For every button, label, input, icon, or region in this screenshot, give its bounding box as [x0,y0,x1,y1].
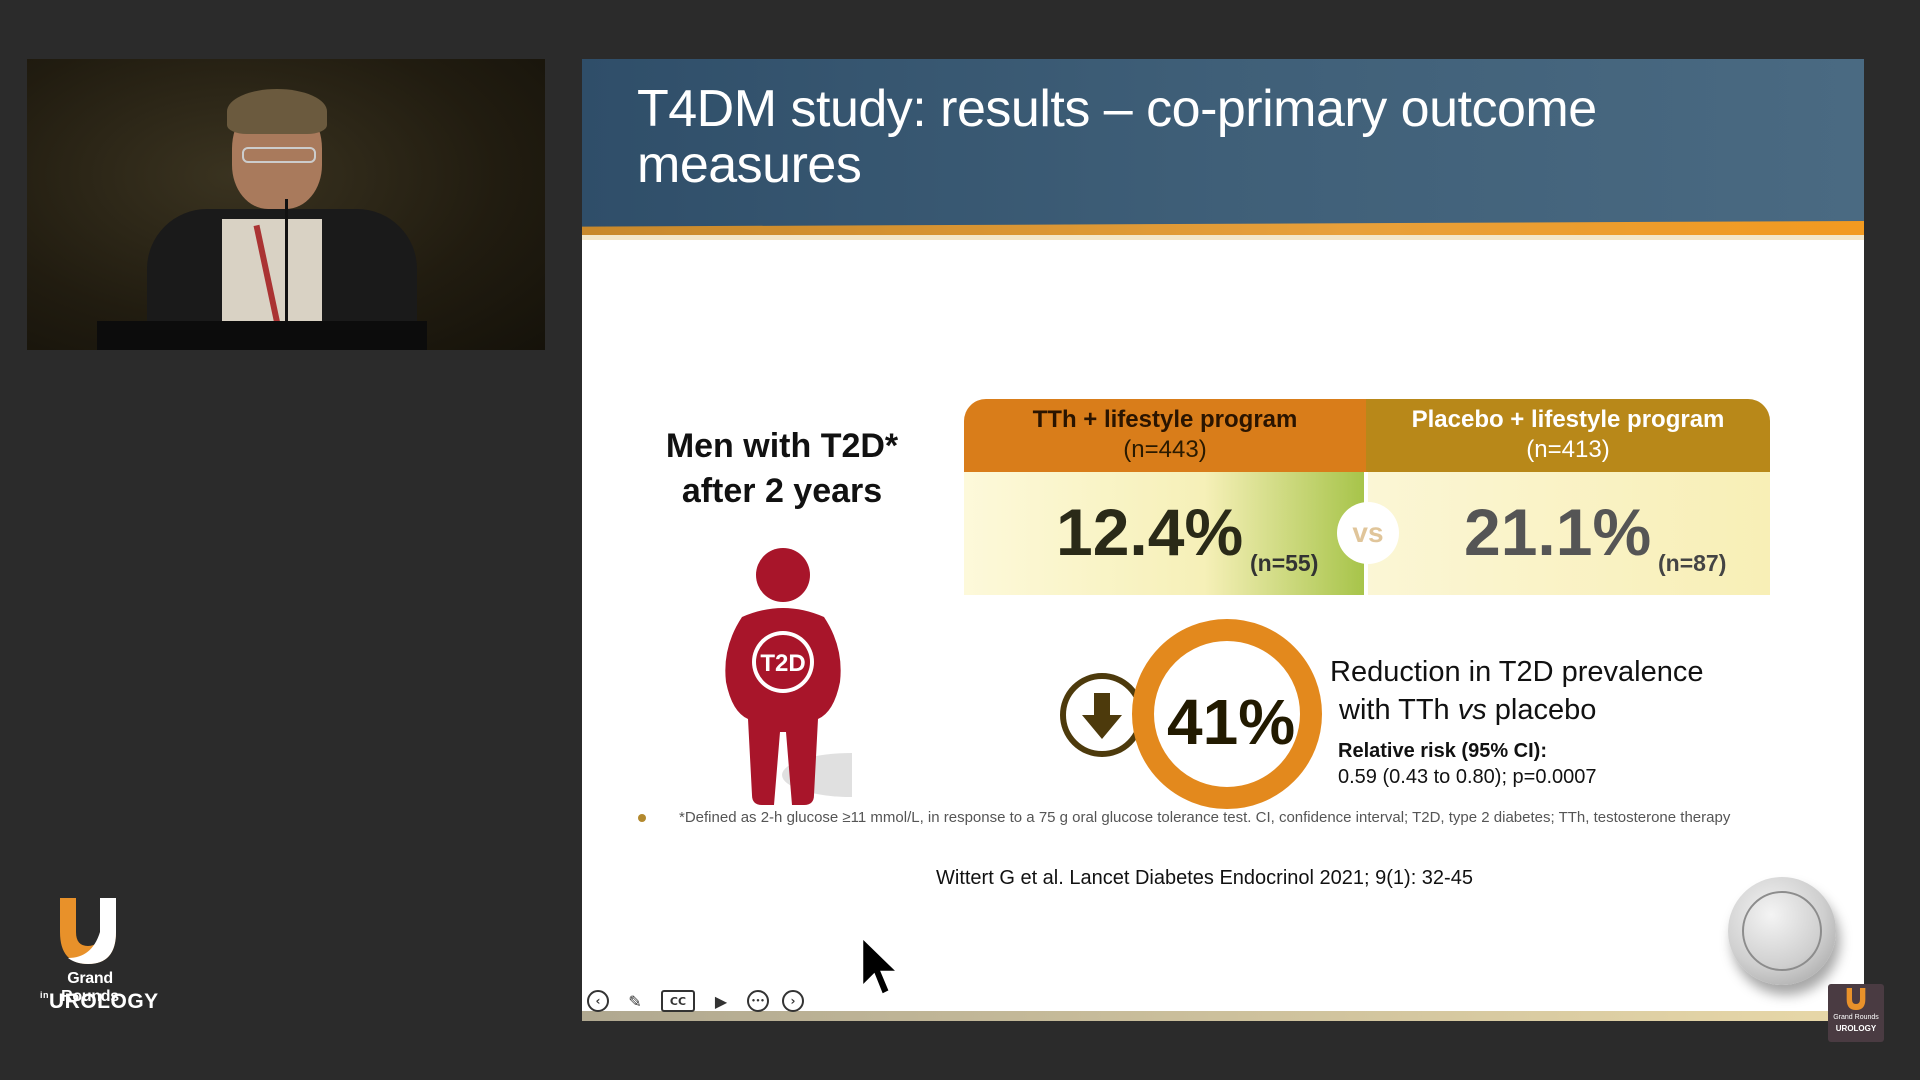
slide-title: T4DM study: results – co-primary outcome… [637,80,1597,194]
header-stripe-shadow [582,235,1864,240]
speaker-hair [227,89,327,134]
men-label-line1: Men with T2D* [665,427,899,465]
slide-toolbar: ‹ ✎ CC ▶ ••• › [587,990,804,1012]
relative-risk-label: Relative risk (95% CI): [1338,740,1547,762]
placebo-header: Placebo + lifestyle program (n=413) [1366,399,1770,472]
brand-in: in [40,990,49,1000]
next-slide-button[interactable]: › [782,990,804,1012]
placebo-result-cell: 21.1% (n=87) [1368,472,1770,595]
down-arrow-icon [1060,673,1144,757]
slide-header: T4DM study: results – co-primary outcome… [582,59,1864,231]
speaker-glasses [242,147,316,163]
men-with-t2d-label: Men with T2D* after 2 years [652,424,912,514]
grand-rounds-logo: Grand Rounds inUROLOGY [40,898,158,1018]
presentation-slide: T4DM study: results – co-primary outcome… [582,59,1864,1021]
footnote-bullet [638,814,646,822]
men-label-line2: after 2 years [681,472,883,510]
placebo-header-label: Placebo + lifestyle program [1411,406,1725,433]
tth-header-label: TTh + lifestyle program [1032,406,1298,433]
reduction-line2-post: placebo [1486,694,1597,726]
reduction-line1: Reduction in T2D prevalence [1330,656,1704,688]
previous-slide-button[interactable]: ‹ [587,990,609,1012]
mini-brand-line2: UROLOGY [1835,1024,1877,1033]
citation: Wittert G et al. Lancet Diabetes Endocri… [936,867,1473,889]
reduction-line2-em: vs [1457,694,1487,726]
podium [97,321,427,350]
mini-brand-logo: Grand Rounds UROLOGY [1828,984,1884,1042]
footnote: *Defined as 2-h glucose ≥11 mmol/L, in r… [679,809,1731,826]
mini-brand-line1: Grand Rounds [1833,1014,1879,1021]
tth-result-cell: 12.4% (n=55) [964,472,1364,595]
pen-tool-button[interactable]: ✎ [628,991,642,1011]
reduction-text: Reduction in T2D prevalence with TTh vs … [1330,653,1770,729]
princeton-seal-icon [1728,877,1836,985]
camera-button[interactable]: ▶ [714,991,728,1011]
relative-risk-value: 0.59 (0.43 to 0.80); p=0.0007 [1338,766,1597,788]
speaker-video[interactable] [27,59,545,350]
tth-header: TTh + lifestyle program (n=443) [964,399,1366,472]
brand-line2: inUROLOGY [40,990,158,1014]
mouse-cursor-icon [860,935,900,997]
brand-u-icon [60,898,116,964]
person-figure-icon: T2D [725,548,852,805]
placebo-header-n: (n=413) [1526,436,1610,463]
placebo-percentage: 21.1% [1464,495,1652,569]
reduction-percentage: 41% [1167,686,1296,758]
tth-header-n: (n=443) [1123,436,1207,463]
reduction-line2: with TTh vs placebo [1330,691,1770,729]
microphone [285,199,288,324]
figure-badge: T2D [760,650,805,677]
brand-urology: UROLOGY [49,990,159,1013]
placebo-count: (n=87) [1658,550,1727,576]
brand-line1: Grand Rounds [61,970,119,1005]
slide-footer-line [582,1011,1864,1021]
reduction-line2-pre: with TTh [1339,694,1458,726]
mini-u-icon [1846,988,1866,1010]
captions-button[interactable]: CC [661,990,695,1012]
more-options-button[interactable]: ••• [747,990,769,1012]
tth-percentage: 12.4% [1056,495,1244,569]
seal-inner-ring [1742,891,1822,971]
vs-badge: vs [1337,502,1399,564]
tth-count: (n=55) [1250,550,1319,576]
